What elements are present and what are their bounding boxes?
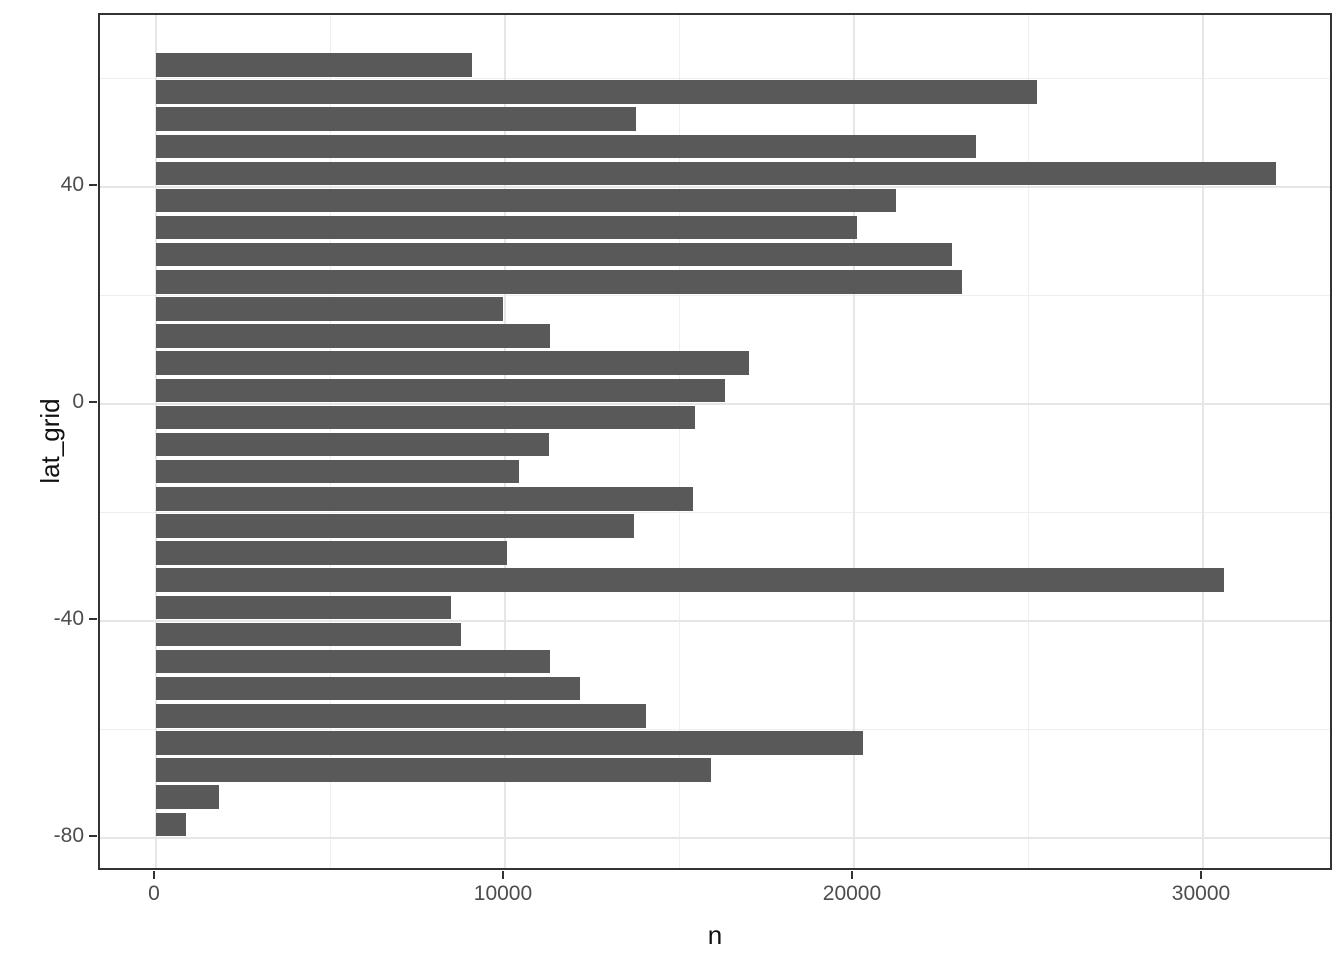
bar — [155, 432, 549, 457]
y-axis-tick-label: -80 — [53, 823, 84, 847]
x-axis-tick — [152, 871, 155, 879]
x-axis-title: n — [707, 920, 723, 950]
y-major-gridline — [100, 836, 1330, 839]
bar — [155, 676, 580, 701]
bar — [155, 649, 551, 674]
bar — [155, 242, 952, 267]
bar — [155, 80, 1038, 104]
y-axis-title: lat_grid — [35, 398, 66, 484]
x-axis-tick — [1199, 871, 1202, 879]
bar — [155, 53, 472, 77]
bar — [155, 405, 696, 430]
bar — [155, 514, 635, 538]
x-axis-tick-label: 30000 — [1171, 882, 1231, 905]
bar — [155, 785, 219, 809]
x-axis-tick-label: 20000 — [822, 882, 882, 905]
y-minor-gridline — [100, 294, 1330, 297]
bar — [155, 568, 1224, 592]
y-major-gridline — [100, 185, 1330, 188]
bar — [155, 324, 551, 348]
x-axis-tick — [850, 871, 853, 879]
y-axis-tick — [89, 183, 97, 186]
bar — [155, 188, 896, 213]
bar — [155, 297, 504, 321]
x-major-gridline — [1201, 15, 1204, 868]
bar — [155, 107, 636, 131]
y-axis-tick-label: 40 — [60, 172, 84, 196]
x-axis-tick-label: 0 — [148, 882, 160, 905]
y-major-gridline — [100, 619, 1330, 622]
y-axis-tick — [89, 400, 97, 403]
y-minor-gridline — [100, 728, 1330, 731]
bar — [155, 595, 451, 620]
bar — [155, 622, 462, 647]
y-minor-gridline — [100, 511, 1330, 514]
y-axis-tick — [89, 617, 97, 620]
x-minor-gridline — [678, 15, 681, 868]
bar — [155, 541, 507, 565]
bar — [155, 758, 711, 782]
x-minor-gridline — [1027, 15, 1030, 868]
x-major-gridline — [852, 15, 855, 868]
x-axis-tick — [501, 871, 504, 879]
bar — [155, 704, 647, 728]
bar — [155, 812, 186, 837]
bar — [155, 215, 858, 240]
y-major-gridline — [100, 402, 1330, 405]
y-axis-tick-label: -40 — [53, 606, 84, 630]
bar — [155, 270, 963, 294]
bar — [155, 351, 750, 375]
plot-panel — [98, 13, 1332, 870]
x-axis-tick-label: 10000 — [473, 882, 533, 905]
bar — [155, 378, 725, 403]
y-axis-tick — [89, 834, 97, 837]
y-minor-gridline — [100, 77, 1330, 80]
y-axis-tick-label: 0 — [72, 389, 84, 413]
bar — [155, 134, 977, 158]
bar — [155, 459, 519, 484]
bar — [155, 731, 863, 755]
bar — [155, 161, 1277, 186]
bar — [155, 487, 694, 511]
